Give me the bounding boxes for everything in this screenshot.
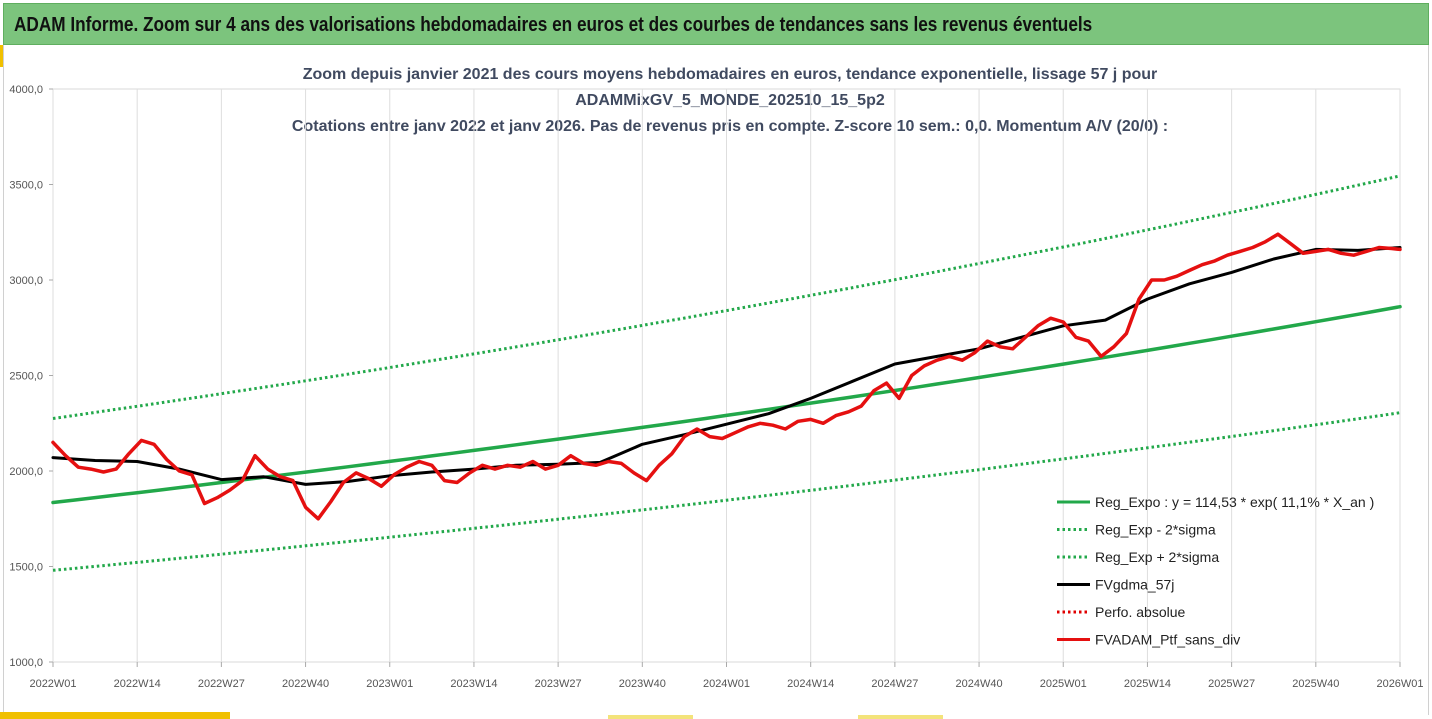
series-line-2 (52, 174, 1401, 420)
x-tick-label: 2022W27 (198, 678, 245, 690)
y-tick-label: 2000,0 (9, 466, 43, 478)
x-tick-label: 2023W01 (366, 678, 413, 690)
x-tick-label: 2023W27 (535, 678, 582, 690)
accent-bar-bottom (0, 712, 230, 719)
legend-label-3: FVgdma_57j (1095, 577, 1174, 593)
y-tick-label: 2500,0 (9, 371, 43, 383)
x-tick-label: 2024W27 (871, 678, 918, 690)
x-tick-label: 2022W40 (282, 678, 329, 690)
y-tick-label: 3000,0 (9, 275, 43, 287)
legend-label-5: FVADAM_Ptf_sans_div (1095, 632, 1240, 648)
x-tick-label: 2025W27 (1208, 678, 1255, 690)
x-tick-label: 2025W01 (1040, 678, 1087, 690)
chart-title-line-1: Zoom depuis janvier 2021 des cours moyen… (302, 66, 1158, 83)
accent-bar-left (0, 45, 4, 67)
x-tick-label: 2024W40 (956, 678, 1003, 690)
legend-label-1: Reg_Exp - 2*sigma (1095, 522, 1216, 538)
accent-bar-bottom-3 (858, 715, 943, 719)
report-title: ADAM Informe. Zoom sur 4 ans des valoris… (14, 14, 1093, 36)
series-line-5 (51, 232, 1402, 521)
legend-label-4: Perfo. absolue (1095, 604, 1185, 620)
chart-frame (3, 45, 1429, 715)
x-tick-label: 2025W40 (1292, 678, 1339, 690)
report-banner: ADAM Informe. Zoom sur 4 ans des valoris… (3, 3, 1429, 45)
legend-label-0: Reg_Expo : y = 114,53 * exp( 11,1% * X_a… (1095, 494, 1374, 510)
series-line-1 (52, 411, 1401, 572)
chart-title-line-2: ADAMMixGV_5_MONDE_202510_15_5p2 (575, 92, 885, 109)
y-tick-label: 1500,0 (9, 562, 43, 574)
x-tick-label: 2025W14 (1124, 678, 1171, 690)
x-tick-label: 2023W40 (619, 678, 666, 690)
x-tick-label: 2024W14 (787, 678, 834, 690)
x-tick-label: 2023W14 (450, 678, 497, 690)
x-tick-label: 2026W01 (1376, 678, 1423, 690)
legend-label-2: Reg_Exp + 2*sigma (1095, 549, 1219, 565)
accent-bar-bottom-2 (608, 715, 693, 719)
x-tick-label: 2024W01 (703, 678, 750, 690)
x-tick-label: 2022W14 (114, 678, 161, 690)
y-tick-label: 4000,0 (9, 84, 43, 96)
series-line-3 (51, 246, 1402, 486)
chart-title-line-3: Cotations entre janv 2022 et janv 2026. … (291, 118, 1169, 135)
y-tick-label: 3500,0 (9, 180, 43, 192)
x-tick-label: 2022W01 (29, 678, 76, 690)
y-tick-label: 1000,0 (9, 657, 43, 669)
